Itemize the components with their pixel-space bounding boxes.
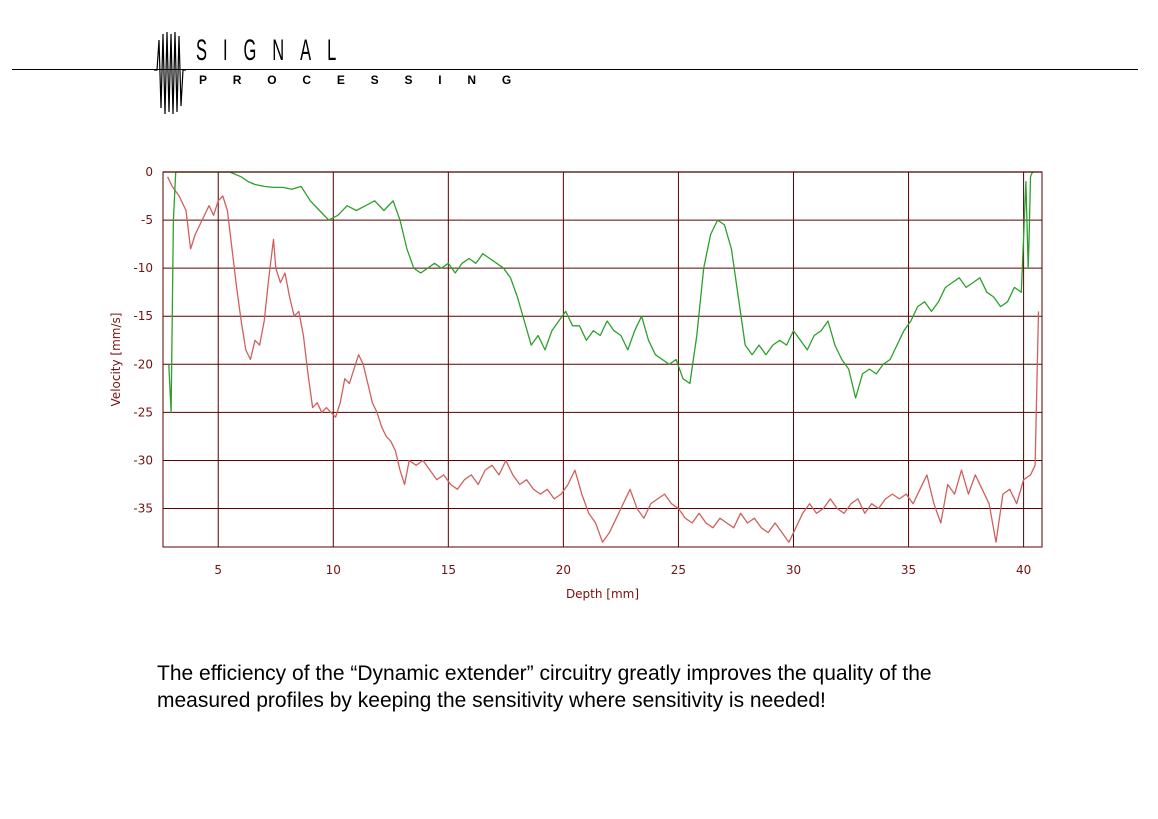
header-rule [12, 69, 1138, 70]
x-tick-label: 10 [326, 563, 341, 577]
x-tick-label: 40 [1016, 563, 1031, 577]
velocity-depth-chart: 5 10 15 20 25 30 35 40 0 -5 -10 -15 -20 -25 -30 -35 Dep… [109, 165, 1043, 601]
chart-tick-labels: 5 10 15 20 25 30 35 40 0 -5 -10 -15 -20 -25 -30 -35 [133, 165, 1031, 577]
vertical-wave-icon [154, 31, 186, 115]
x-axis-label: Depth [mm] [566, 587, 639, 601]
y-tick-label: -35 [133, 502, 153, 516]
y-tick-label: -5 [141, 213, 153, 227]
x-tick-label: 5 [214, 563, 222, 577]
chart-series [167, 171, 1040, 543]
logo-word-signal: SIGNAL [196, 34, 353, 67]
chart-grid [163, 171, 1042, 547]
logo-word-processing: PROCESSING [199, 73, 538, 87]
series-green-line [168, 171, 1036, 414]
y-tick-label: -10 [133, 261, 153, 275]
x-tick-label: 25 [671, 563, 686, 577]
y-tick-label: -15 [133, 309, 153, 323]
y-tick-label: -25 [133, 405, 153, 419]
y-tick-label: -20 [133, 357, 153, 371]
caption-text: The efficiency of the “Dynamic extender”… [157, 662, 932, 712]
y-axis-label: Velocity [mm/s] [109, 313, 123, 407]
x-tick-label: 15 [441, 563, 456, 577]
x-tick-label: 30 [786, 563, 801, 577]
y-tick-label: -30 [133, 453, 153, 467]
series-red-line [167, 176, 1040, 543]
y-tick-label: 0 [145, 165, 153, 179]
x-tick-label: 20 [556, 563, 571, 577]
x-tick-label: 35 [901, 563, 916, 577]
plot-frame [162, 171, 1043, 548]
